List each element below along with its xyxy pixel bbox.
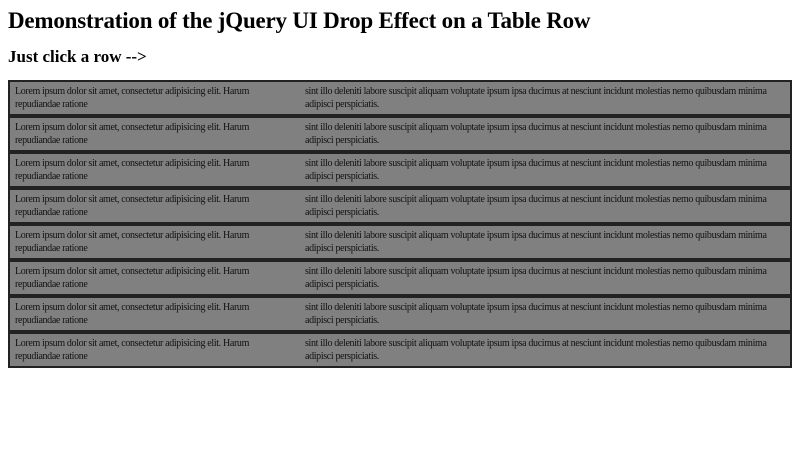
drop-effect-table: Lorem ipsum dolor sit amet, consectetur … — [8, 80, 792, 368]
row-cell-right: sint illo deleniti labore suscipit aliqu… — [300, 152, 792, 188]
row-cell-left: Lorem ipsum dolor sit amet, consectetur … — [8, 224, 300, 260]
row-cell-right: sint illo deleniti labore suscipit aliqu… — [300, 116, 792, 152]
row-cell-right: sint illo deleniti labore suscipit aliqu… — [300, 296, 792, 332]
table-body: Lorem ipsum dolor sit amet, consectetur … — [8, 80, 792, 368]
row-cell-left: Lorem ipsum dolor sit amet, consectetur … — [8, 152, 300, 188]
table-row[interactable]: Lorem ipsum dolor sit amet, consectetur … — [8, 260, 792, 296]
page: Demonstration of the jQuery UI Drop Effe… — [8, 8, 792, 368]
row-cell-left: Lorem ipsum dolor sit amet, consectetur … — [8, 296, 300, 332]
table-row[interactable]: Lorem ipsum dolor sit amet, consectetur … — [8, 152, 792, 188]
row-cell-right: sint illo deleniti labore suscipit aliqu… — [300, 224, 792, 260]
instruction-text: Just click a row --> — [8, 47, 147, 66]
table-row[interactable]: Lorem ipsum dolor sit amet, consectetur … — [8, 296, 792, 332]
table-row[interactable]: Lorem ipsum dolor sit amet, consectetur … — [8, 188, 792, 224]
row-cell-right: sint illo deleniti labore suscipit aliqu… — [300, 188, 792, 224]
row-cell-left: Lorem ipsum dolor sit amet, consectetur … — [8, 260, 300, 296]
page-title: Demonstration of the jQuery UI Drop Effe… — [8, 8, 591, 33]
row-cell-left: Lorem ipsum dolor sit amet, consectetur … — [8, 116, 300, 152]
row-cell-left: Lorem ipsum dolor sit amet, consectetur … — [8, 80, 300, 116]
row-cell-left: Lorem ipsum dolor sit amet, consectetur … — [8, 188, 300, 224]
table-row[interactable]: Lorem ipsum dolor sit amet, consectetur … — [8, 80, 792, 116]
table-row[interactable]: Lorem ipsum dolor sit amet, consectetur … — [8, 332, 792, 368]
row-cell-right: sint illo deleniti labore suscipit aliqu… — [300, 332, 792, 368]
table-row[interactable]: Lorem ipsum dolor sit amet, consectetur … — [8, 224, 792, 260]
row-cell-left: Lorem ipsum dolor sit amet, consectetur … — [8, 332, 300, 368]
table-row[interactable]: Lorem ipsum dolor sit amet, consectetur … — [8, 116, 792, 152]
row-cell-right: sint illo deleniti labore suscipit aliqu… — [300, 260, 792, 296]
row-cell-right: sint illo deleniti labore suscipit aliqu… — [300, 80, 792, 116]
